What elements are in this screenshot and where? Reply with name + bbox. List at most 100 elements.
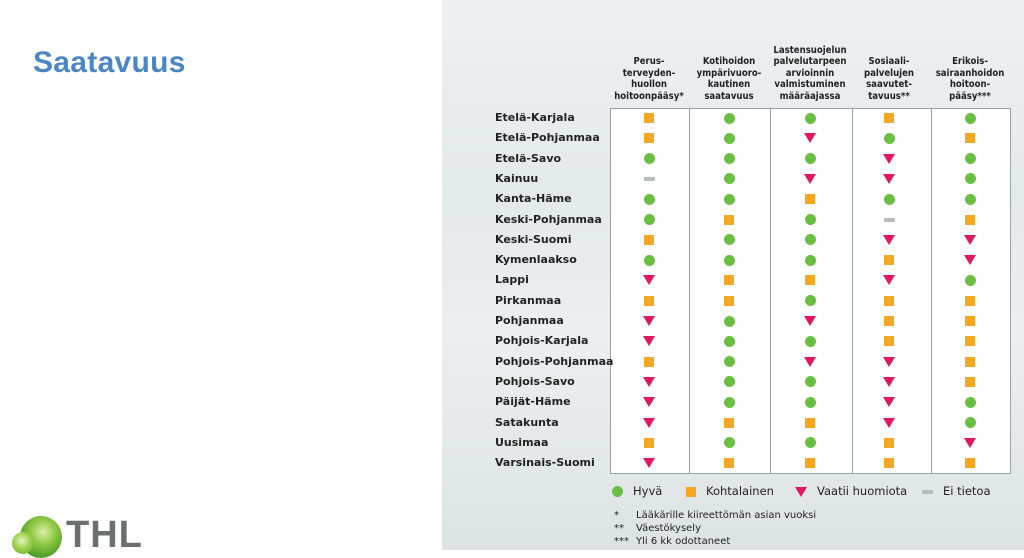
rating-vaatii-icon <box>804 173 816 184</box>
rating-hyva-icon <box>804 254 816 266</box>
legend-hyva-icon <box>612 486 623 497</box>
rating-hyva-icon <box>883 132 895 144</box>
region-label: Etelä-Karjala <box>495 111 575 124</box>
rating-kohtalainen-icon <box>805 194 815 205</box>
legend-label: Kohtalainen <box>706 484 774 498</box>
rating-vaatii-icon <box>883 356 895 367</box>
rating-hyva-icon <box>964 417 976 428</box>
rating-hyva-icon <box>723 396 735 408</box>
availability-grid <box>610 108 1011 474</box>
rating-kohtalainen-icon <box>884 336 894 347</box>
rating-hyva-icon <box>643 193 655 205</box>
rating-hyva-icon <box>883 193 895 205</box>
rating-hyva-icon <box>723 437 735 449</box>
region-label: Päijät-Häme <box>495 395 571 409</box>
footnote: ** Väestökysely <box>614 523 701 534</box>
rating-vaatii-icon <box>883 397 895 408</box>
legend-item: Kohtalainen <box>686 484 774 498</box>
rating-vaatii-icon <box>883 275 895 286</box>
region-label: Lappi <box>495 273 529 287</box>
rating-hyva-icon <box>723 193 735 205</box>
footnote-text: Yli 6 kk odottaneet <box>636 536 731 547</box>
rating-hyva-icon <box>804 335 816 347</box>
rating-kohtalainen-icon <box>884 295 894 306</box>
rating-ei-icon <box>643 176 655 181</box>
rating-vaatii-icon <box>964 255 976 266</box>
legend-label: Vaatii huomiota <box>817 484 908 498</box>
rating-hyva-icon <box>964 274 976 286</box>
region-label: Kainuu <box>495 171 539 185</box>
region-label: Keski-Suomi <box>495 232 572 246</box>
rating-kohtalainen-icon <box>965 316 975 326</box>
rating-kohtalainen-icon <box>884 458 894 469</box>
rating-hyva-icon <box>804 234 816 246</box>
rating-kohtalainen-icon <box>965 356 975 367</box>
availability-table-panel: Perus- terveyden- huollon hoitoonpääsy* K… <box>442 0 1024 550</box>
footnote-mark: ** <box>614 523 624 534</box>
footnote: *** Yli 6 kk odottaneet <box>614 536 730 547</box>
rating-vaatii-icon <box>883 417 895 428</box>
rating-kohtalainen-icon <box>965 133 975 144</box>
legend-vaatii-icon <box>795 486 807 497</box>
rating-hyva-icon <box>643 214 655 225</box>
rating-hyva-icon <box>964 193 976 205</box>
rating-kohtalainen-icon <box>965 214 975 225</box>
rating-kohtalainen-icon <box>724 417 734 428</box>
rating-kohtalainen-icon <box>644 113 654 123</box>
rating-vaatii-icon <box>643 336 655 347</box>
column-header: Perus- terveyden- huollon hoitoonpääsy* <box>614 56 684 102</box>
legend-label: Hyvä <box>633 484 663 498</box>
region-label: Varsinais-Suomi <box>495 456 595 470</box>
rating-kohtalainen-icon <box>724 275 734 286</box>
rating-hyva-icon <box>643 254 655 266</box>
rating-hyva-icon <box>723 112 735 124</box>
rating-kohtalainen-icon <box>724 458 734 469</box>
slide-title: Saatavuus <box>33 46 186 79</box>
footnote-text: Lääkärille kiireettömän asian vuoksi <box>636 510 817 521</box>
rating-ei-icon <box>883 217 895 222</box>
region-label: Uusimaa <box>495 435 549 449</box>
rating-vaatii-icon <box>643 458 655 469</box>
column-divider <box>770 109 771 473</box>
footnote: * Lääkärille kiireettömän asian vuoksi <box>614 510 816 521</box>
region-label: Kymenlaakso <box>495 253 577 267</box>
thl-logo: THL <box>12 510 162 558</box>
rating-kohtalainen-icon <box>965 295 975 306</box>
rating-hyva-icon <box>723 356 735 368</box>
region-label: Pohjois-Pohjanmaa <box>495 354 614 368</box>
legend-item: Hyvä <box>612 484 662 498</box>
footnote-text: Väestökysely <box>636 523 702 534</box>
rating-kohtalainen-icon <box>805 417 815 428</box>
rating-vaatii-icon <box>643 397 655 408</box>
region-label: Pohjanmaa <box>495 314 564 327</box>
rating-kohtalainen-icon <box>965 458 975 469</box>
rating-kohtalainen-icon <box>644 295 654 306</box>
logo-text: THL <box>66 514 143 556</box>
rating-hyva-icon <box>723 132 735 144</box>
rating-hyva-icon <box>723 376 735 388</box>
rating-vaatii-icon <box>964 437 976 448</box>
column-divider <box>852 109 853 473</box>
rating-hyva-icon <box>804 376 816 388</box>
footnote-mark: *** <box>614 536 629 547</box>
region-label: Pohjois-Karjala <box>495 334 589 348</box>
legend-ei-icon <box>922 489 933 494</box>
logo-small-sphere-icon <box>12 532 34 554</box>
rating-vaatii-icon <box>643 376 655 387</box>
rating-kohtalainen-icon <box>805 275 815 286</box>
region-label: Satakunta <box>495 415 559 429</box>
rating-hyva-icon <box>964 173 976 185</box>
rating-hyva-icon <box>643 153 655 165</box>
rating-hyva-icon <box>723 315 735 327</box>
rating-hyva-icon <box>804 153 816 165</box>
region-label: Etelä-Savo <box>495 151 562 165</box>
rating-kohtalainen-icon <box>884 437 894 448</box>
rating-vaatii-icon <box>643 316 655 326</box>
region-label: Pirkanmaa <box>495 293 562 307</box>
rating-vaatii-icon <box>643 417 655 428</box>
rating-kohtalainen-icon <box>805 458 815 469</box>
rating-kohtalainen-icon <box>724 214 734 225</box>
rating-kohtalainen-icon <box>965 336 975 347</box>
column-divider <box>689 109 690 473</box>
column-header: Sosiaali- palvelujen saavutet- tavuus** <box>863 56 914 102</box>
